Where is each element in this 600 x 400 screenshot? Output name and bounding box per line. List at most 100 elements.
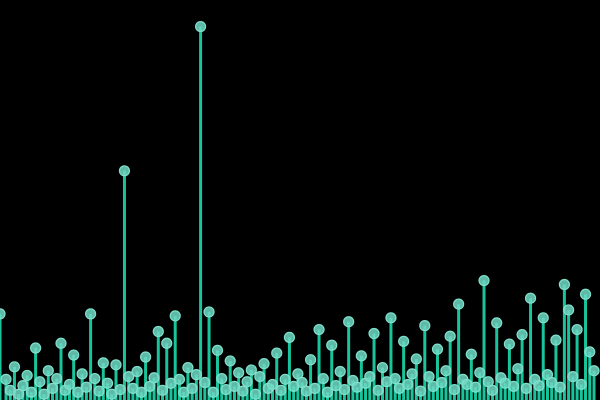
stem-marker (186, 382, 198, 394)
stem-marker (474, 367, 486, 379)
stem-marker (254, 371, 266, 383)
stem-marker (321, 386, 334, 398)
stem-marker (156, 384, 169, 396)
stem-marker (402, 378, 414, 391)
stem-marker (279, 373, 291, 385)
stem-marker (93, 385, 105, 397)
stem-marker (508, 380, 520, 392)
stem-marker (453, 298, 465, 310)
stem-marker (118, 165, 131, 177)
stem-marker (140, 351, 152, 363)
stem-marker (135, 386, 147, 398)
stem-marker (80, 381, 92, 393)
stem-marker (313, 323, 325, 336)
stem-marker (520, 382, 532, 394)
stem-marker (419, 320, 431, 332)
stem-marker (554, 381, 566, 393)
stem-marker (101, 377, 114, 389)
stem-marker (68, 349, 80, 361)
stem-marker (114, 383, 126, 396)
stem-marker (512, 363, 524, 375)
stem-marker (571, 323, 583, 336)
stem-marker (486, 384, 499, 396)
stem-marker (584, 346, 596, 358)
stem-marker (51, 372, 63, 385)
stem-marker (588, 365, 600, 377)
stem-marker (398, 335, 410, 347)
stem-marker (233, 367, 245, 379)
stem-marker (148, 372, 160, 384)
stem-marker (84, 308, 97, 320)
stem-marker (309, 382, 321, 394)
stem-marker (76, 368, 88, 380)
stem-marker (550, 334, 562, 346)
stem-marker (343, 316, 355, 328)
stem-marker (431, 343, 444, 355)
stem-marker (17, 380, 29, 392)
stem-marker (194, 20, 207, 33)
stem-marker (546, 376, 558, 389)
stem-marker (30, 342, 42, 354)
stem-marker (42, 365, 54, 377)
stem-marker (389, 372, 401, 385)
stem-marker (161, 337, 173, 349)
stem-marker (436, 376, 448, 389)
stem-marker (503, 338, 515, 350)
stem-marker (533, 380, 545, 392)
stem-marker (203, 306, 215, 318)
stem-marker (372, 384, 384, 396)
stem-marker (266, 378, 279, 391)
stem-marker (123, 371, 135, 383)
stem-marker (199, 376, 211, 389)
stem-markers-group (0, 20, 600, 400)
stem-marker (0, 308, 6, 320)
stem-marker (444, 330, 456, 342)
stem-marker (537, 312, 549, 324)
stem-marker (275, 384, 287, 396)
stem-marker (478, 274, 490, 287)
stem-marker (440, 365, 452, 377)
stem-marker (410, 353, 422, 365)
stem-marker (169, 310, 181, 322)
stem-marker (173, 373, 186, 385)
stem-marker (469, 381, 482, 393)
stem-marker (38, 388, 50, 400)
stem-marker (524, 292, 537, 304)
stem-marker (368, 327, 380, 340)
stem-marker (241, 376, 253, 388)
stem-marker (304, 354, 317, 366)
stem-marker (228, 380, 241, 392)
stem-marker (46, 382, 59, 394)
stem-marker (326, 339, 338, 351)
stem-marker (516, 329, 528, 341)
stem-marker (258, 358, 270, 370)
stem-marker (423, 371, 435, 383)
stem-marker (491, 317, 503, 329)
stem-marker (63, 378, 76, 391)
stem-marker (567, 371, 579, 383)
stem-marker (237, 385, 249, 397)
stem-marker (271, 347, 283, 359)
stem-marker (245, 364, 257, 376)
stem-marker (364, 371, 376, 383)
stem-marker (465, 348, 477, 360)
stem-marker (317, 372, 329, 385)
stem-marker (89, 372, 101, 385)
stem-marker (21, 369, 33, 382)
stem-marker (563, 304, 575, 316)
stem-marker (558, 278, 570, 291)
stem-marker (190, 369, 202, 381)
stem-marker (414, 385, 427, 397)
stem-marker (182, 361, 194, 374)
stem-marker (216, 372, 228, 385)
stem-marker (55, 337, 67, 349)
stem-marker (131, 365, 143, 378)
stem-marker (575, 378, 587, 391)
stem-marker (106, 388, 118, 400)
stem-marker (97, 357, 109, 369)
stem-marker (0, 373, 12, 385)
stem-marker (283, 331, 296, 343)
